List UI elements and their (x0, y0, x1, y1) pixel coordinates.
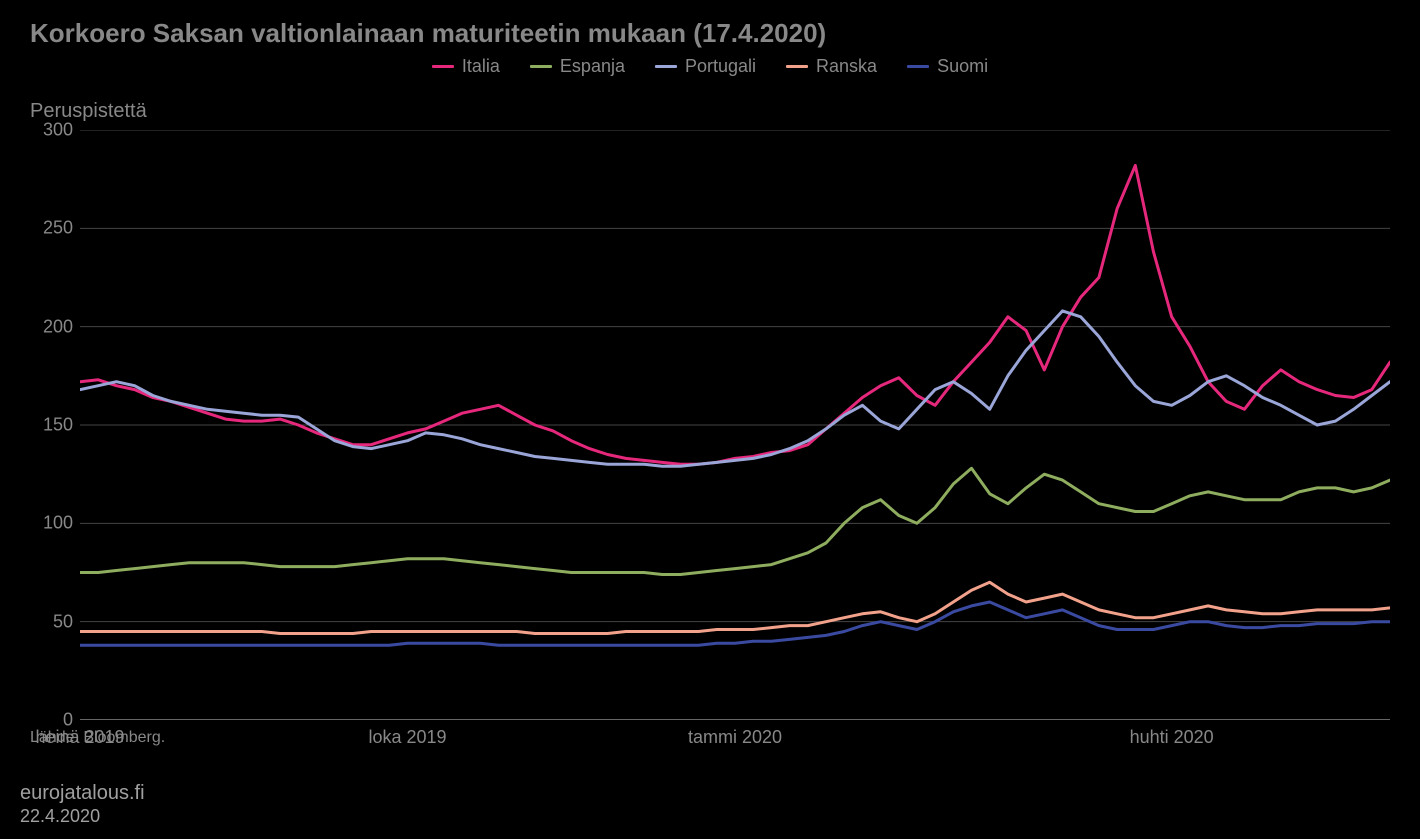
legend-item-suomi: Suomi (907, 56, 988, 77)
legend-swatch-portugali (655, 65, 677, 68)
chart-container: Korkoero Saksan valtionlainaan maturitee… (0, 0, 1420, 839)
ytick-200: 200 (25, 316, 73, 337)
legend-label-portugali: Portugali (685, 56, 756, 77)
source-text: Lähde: Bloomberg. (30, 729, 165, 747)
legend-label-espanja: Espanja (560, 56, 625, 77)
ytick-250: 250 (25, 218, 73, 239)
plot-area: 050100150200250300heinä 2019loka 2019tam… (80, 130, 1390, 720)
series-espanja (80, 468, 1390, 574)
legend-swatch-suomi (907, 65, 929, 68)
chart-title: Korkoero Saksan valtionlainaan maturitee… (30, 18, 826, 49)
chart-svg (80, 130, 1390, 720)
ytick-300: 300 (25, 120, 73, 141)
xtick: huhti 2020 (1130, 727, 1214, 748)
legend-swatch-ranska (786, 65, 808, 68)
legend-label-italia: Italia (462, 56, 500, 77)
legend-swatch-italia (432, 65, 454, 68)
legend-swatch-espanja (530, 65, 552, 68)
legend-item-italia: Italia (432, 56, 500, 77)
legend-item-portugali: Portugali (655, 56, 756, 77)
legend-item-ranska: Ranska (786, 56, 877, 77)
ytick-150: 150 (25, 415, 73, 436)
legend-label-suomi: Suomi (937, 56, 988, 77)
legend: Italia Espanja Portugali Ranska Suomi (0, 56, 1420, 77)
legend-item-espanja: Espanja (530, 56, 625, 77)
series-italia (80, 165, 1390, 464)
brand-text: eurojatalous.fi (20, 782, 145, 805)
ytick-100: 100 (25, 513, 73, 534)
xtick: tammi 2020 (688, 727, 782, 748)
series-ranska (80, 582, 1390, 633)
date-text: 22.4.2020 (20, 806, 100, 827)
xtick: loka 2019 (368, 727, 446, 748)
legend-label-ranska: Ranska (816, 56, 877, 77)
ytick-50: 50 (25, 611, 73, 632)
series-portugali (80, 311, 1390, 466)
